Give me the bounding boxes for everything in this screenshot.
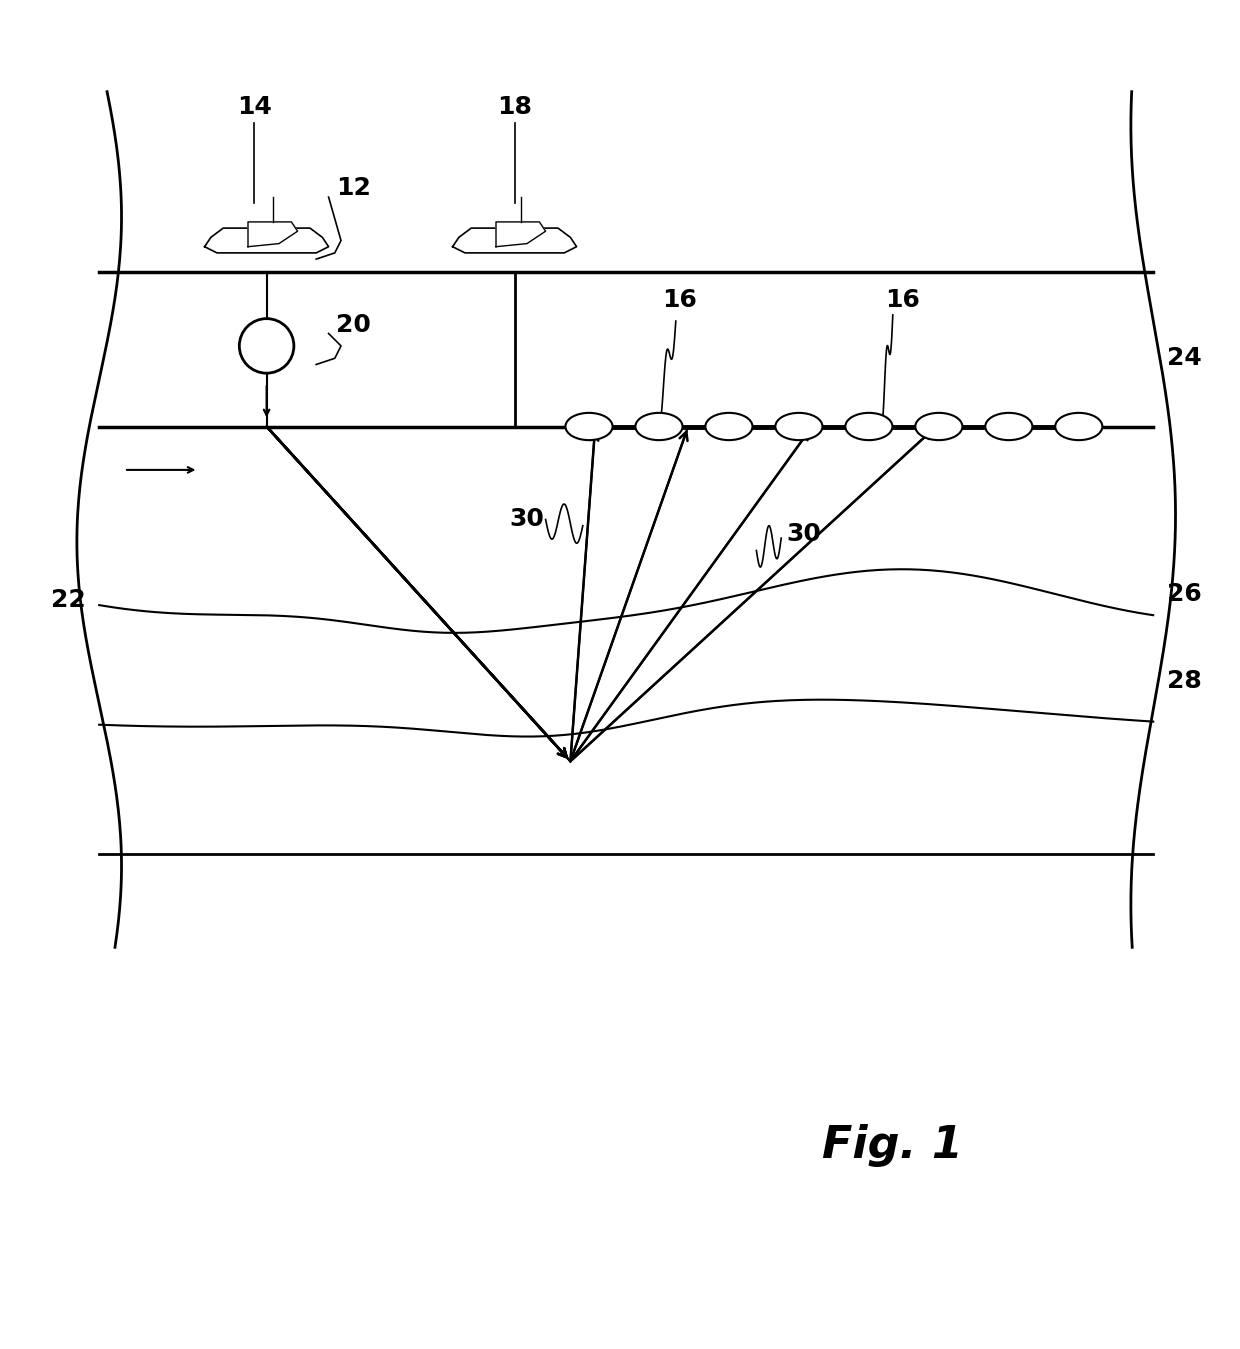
Text: 20: 20: [336, 313, 371, 337]
Text: 30: 30: [786, 522, 821, 546]
Ellipse shape: [635, 413, 682, 440]
Polygon shape: [496, 221, 546, 247]
Ellipse shape: [1055, 413, 1102, 440]
Polygon shape: [205, 228, 329, 252]
Ellipse shape: [986, 413, 1033, 440]
Text: 14: 14: [237, 94, 272, 119]
Text: Fig. 1: Fig. 1: [822, 1124, 963, 1167]
Ellipse shape: [915, 413, 962, 440]
Polygon shape: [248, 221, 298, 247]
Text: 12: 12: [336, 177, 371, 201]
Text: 18: 18: [497, 94, 532, 119]
Text: 30: 30: [510, 507, 544, 532]
Ellipse shape: [565, 413, 613, 440]
Text: 24: 24: [1167, 347, 1202, 370]
Ellipse shape: [775, 413, 822, 440]
Text: 22: 22: [51, 588, 86, 612]
Ellipse shape: [706, 413, 753, 440]
Text: 16: 16: [885, 289, 920, 312]
Polygon shape: [453, 228, 577, 252]
Ellipse shape: [846, 413, 893, 440]
Text: 26: 26: [1167, 581, 1202, 606]
Text: 16: 16: [662, 289, 697, 312]
Text: 28: 28: [1167, 669, 1202, 692]
